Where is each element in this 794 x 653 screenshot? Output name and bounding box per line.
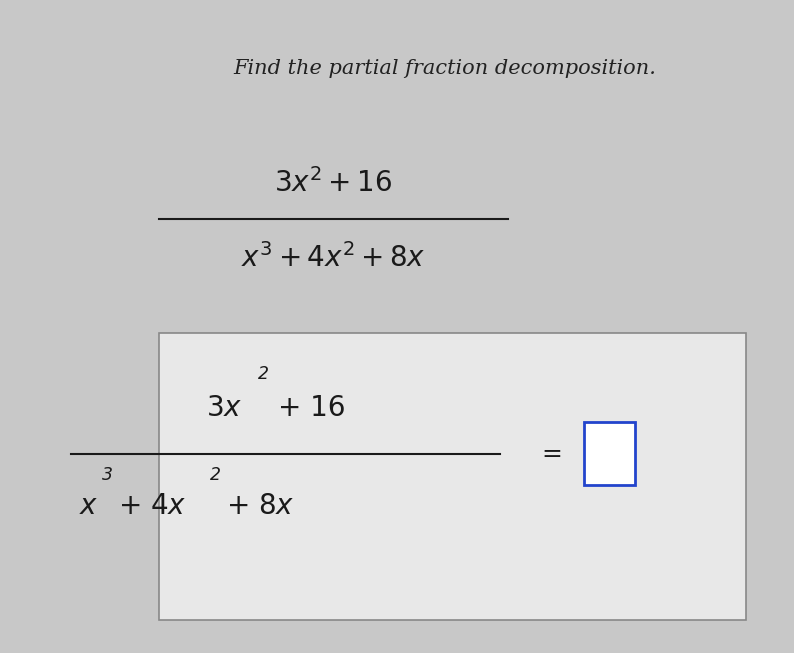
Text: 3: 3 <box>102 466 113 484</box>
Text: 2: 2 <box>258 365 269 383</box>
Text: =: = <box>542 442 562 466</box>
Text: $x^3 + 4x^2 + 8x$: $x^3 + 4x^2 + 8x$ <box>241 243 426 273</box>
Text: + 8$x$: + 8$x$ <box>226 492 295 520</box>
Text: + 4$x$: + 4$x$ <box>118 492 186 520</box>
FancyBboxPatch shape <box>159 333 746 620</box>
Text: 2: 2 <box>210 466 222 484</box>
Text: $3x$: $3x$ <box>206 394 243 422</box>
Text: Find the partial fraction decomposition.: Find the partial fraction decomposition. <box>233 59 656 78</box>
FancyBboxPatch shape <box>584 422 635 485</box>
Text: $x$: $x$ <box>79 492 98 520</box>
Text: + 16: + 16 <box>278 394 345 422</box>
Text: $3x^2 + 16$: $3x^2 + 16$ <box>275 168 392 198</box>
